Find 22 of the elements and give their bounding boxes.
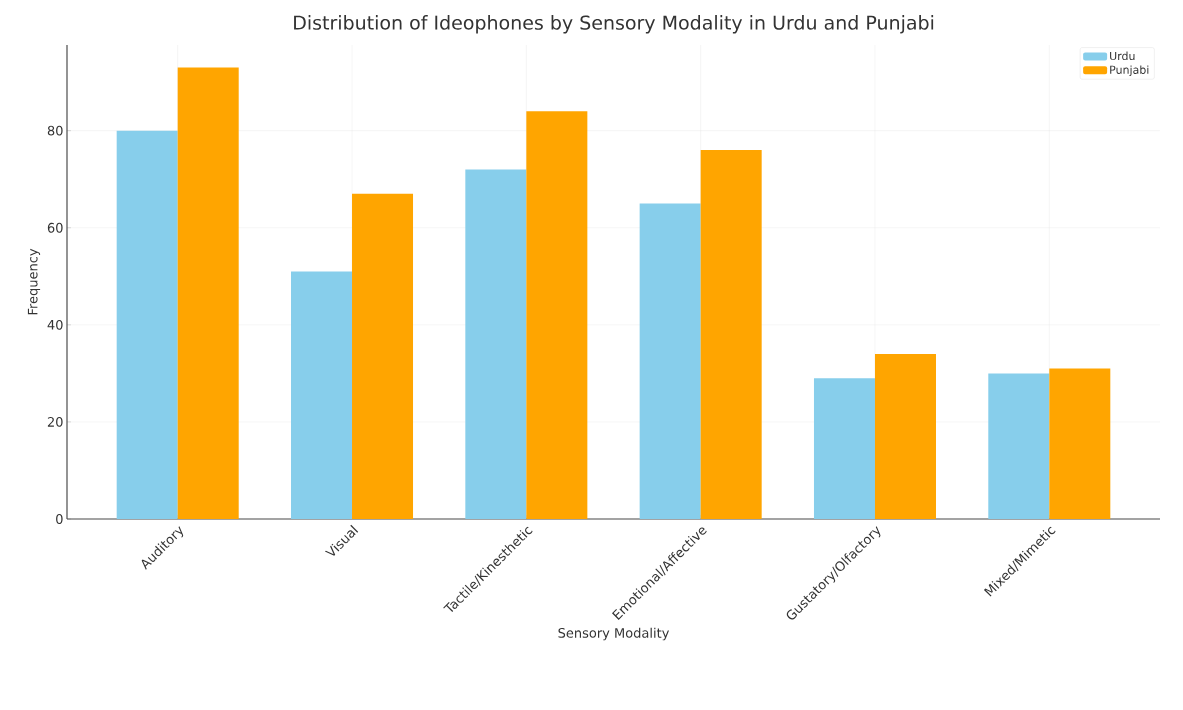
bar bbox=[465, 169, 527, 519]
bar bbox=[639, 203, 701, 519]
bar bbox=[874, 353, 936, 519]
y-tick-label: 80 bbox=[47, 125, 63, 136]
bar bbox=[526, 111, 588, 519]
bar bbox=[1049, 368, 1111, 519]
y-tick-label: 40 bbox=[47, 319, 63, 330]
bar bbox=[177, 67, 239, 519]
y-tick-label: 20 bbox=[47, 416, 63, 427]
y-tick-label: 60 bbox=[47, 222, 63, 233]
y-axis-title: Frequency bbox=[27, 248, 41, 315]
bar bbox=[700, 150, 762, 519]
bar bbox=[813, 378, 875, 519]
bar bbox=[988, 373, 1050, 519]
y-tick-label: 0 bbox=[56, 514, 63, 524]
legend-label: Punjabi bbox=[1110, 65, 1149, 77]
bar bbox=[116, 130, 178, 519]
chart-title: Distribution of Ideophones by Sensory Modality in Urdu and Punjabi bbox=[294, 15, 934, 34]
x-axis-title: Sensory Modality bbox=[558, 627, 670, 641]
legend-label: Urdu bbox=[1110, 51, 1135, 61]
bar bbox=[291, 271, 353, 519]
bar bbox=[352, 193, 414, 519]
